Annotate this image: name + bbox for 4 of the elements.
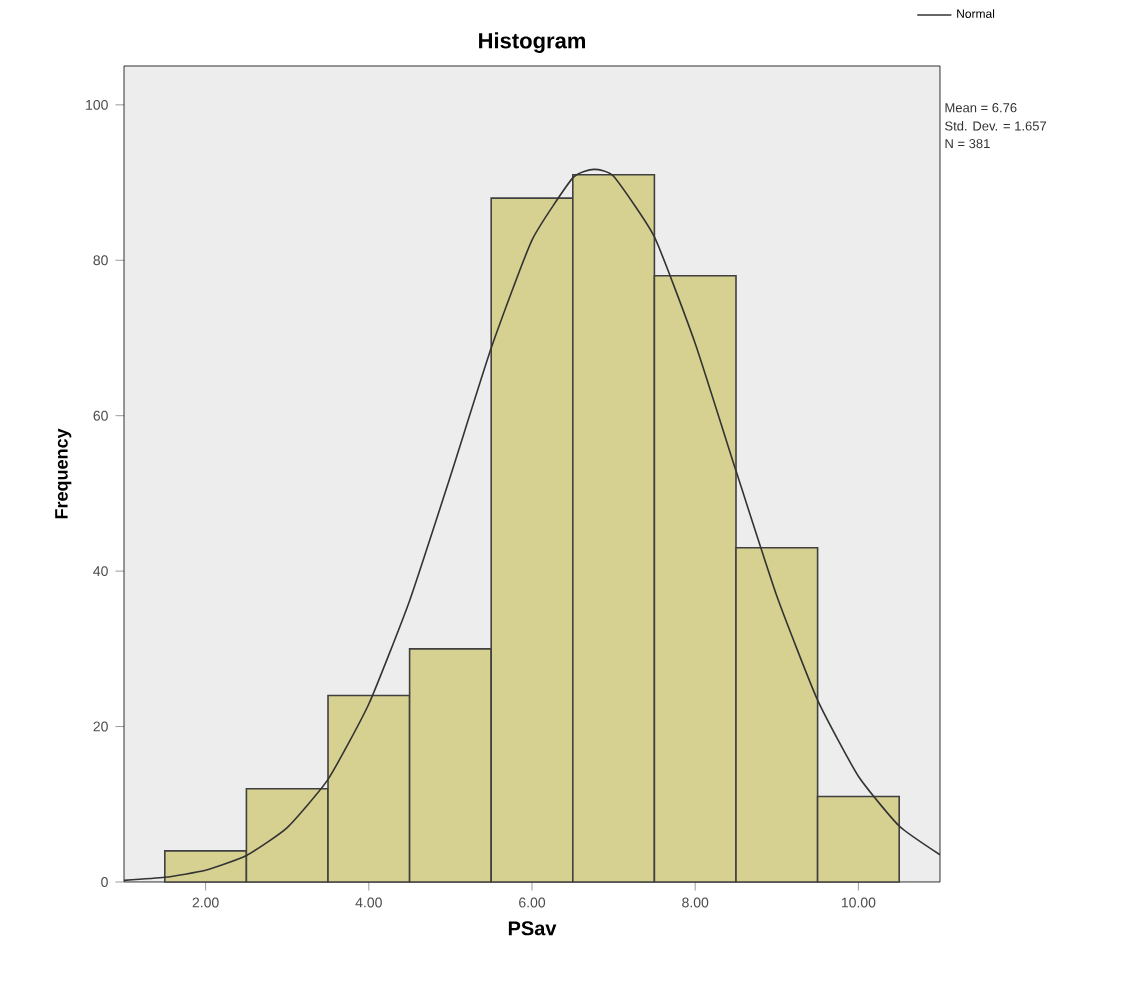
chart-title: Histogram <box>479 32 586 53</box>
x-axis-title: PSav <box>508 921 557 936</box>
y-axis-title: Frequency <box>55 428 72 519</box>
line-series <box>123 168 941 882</box>
